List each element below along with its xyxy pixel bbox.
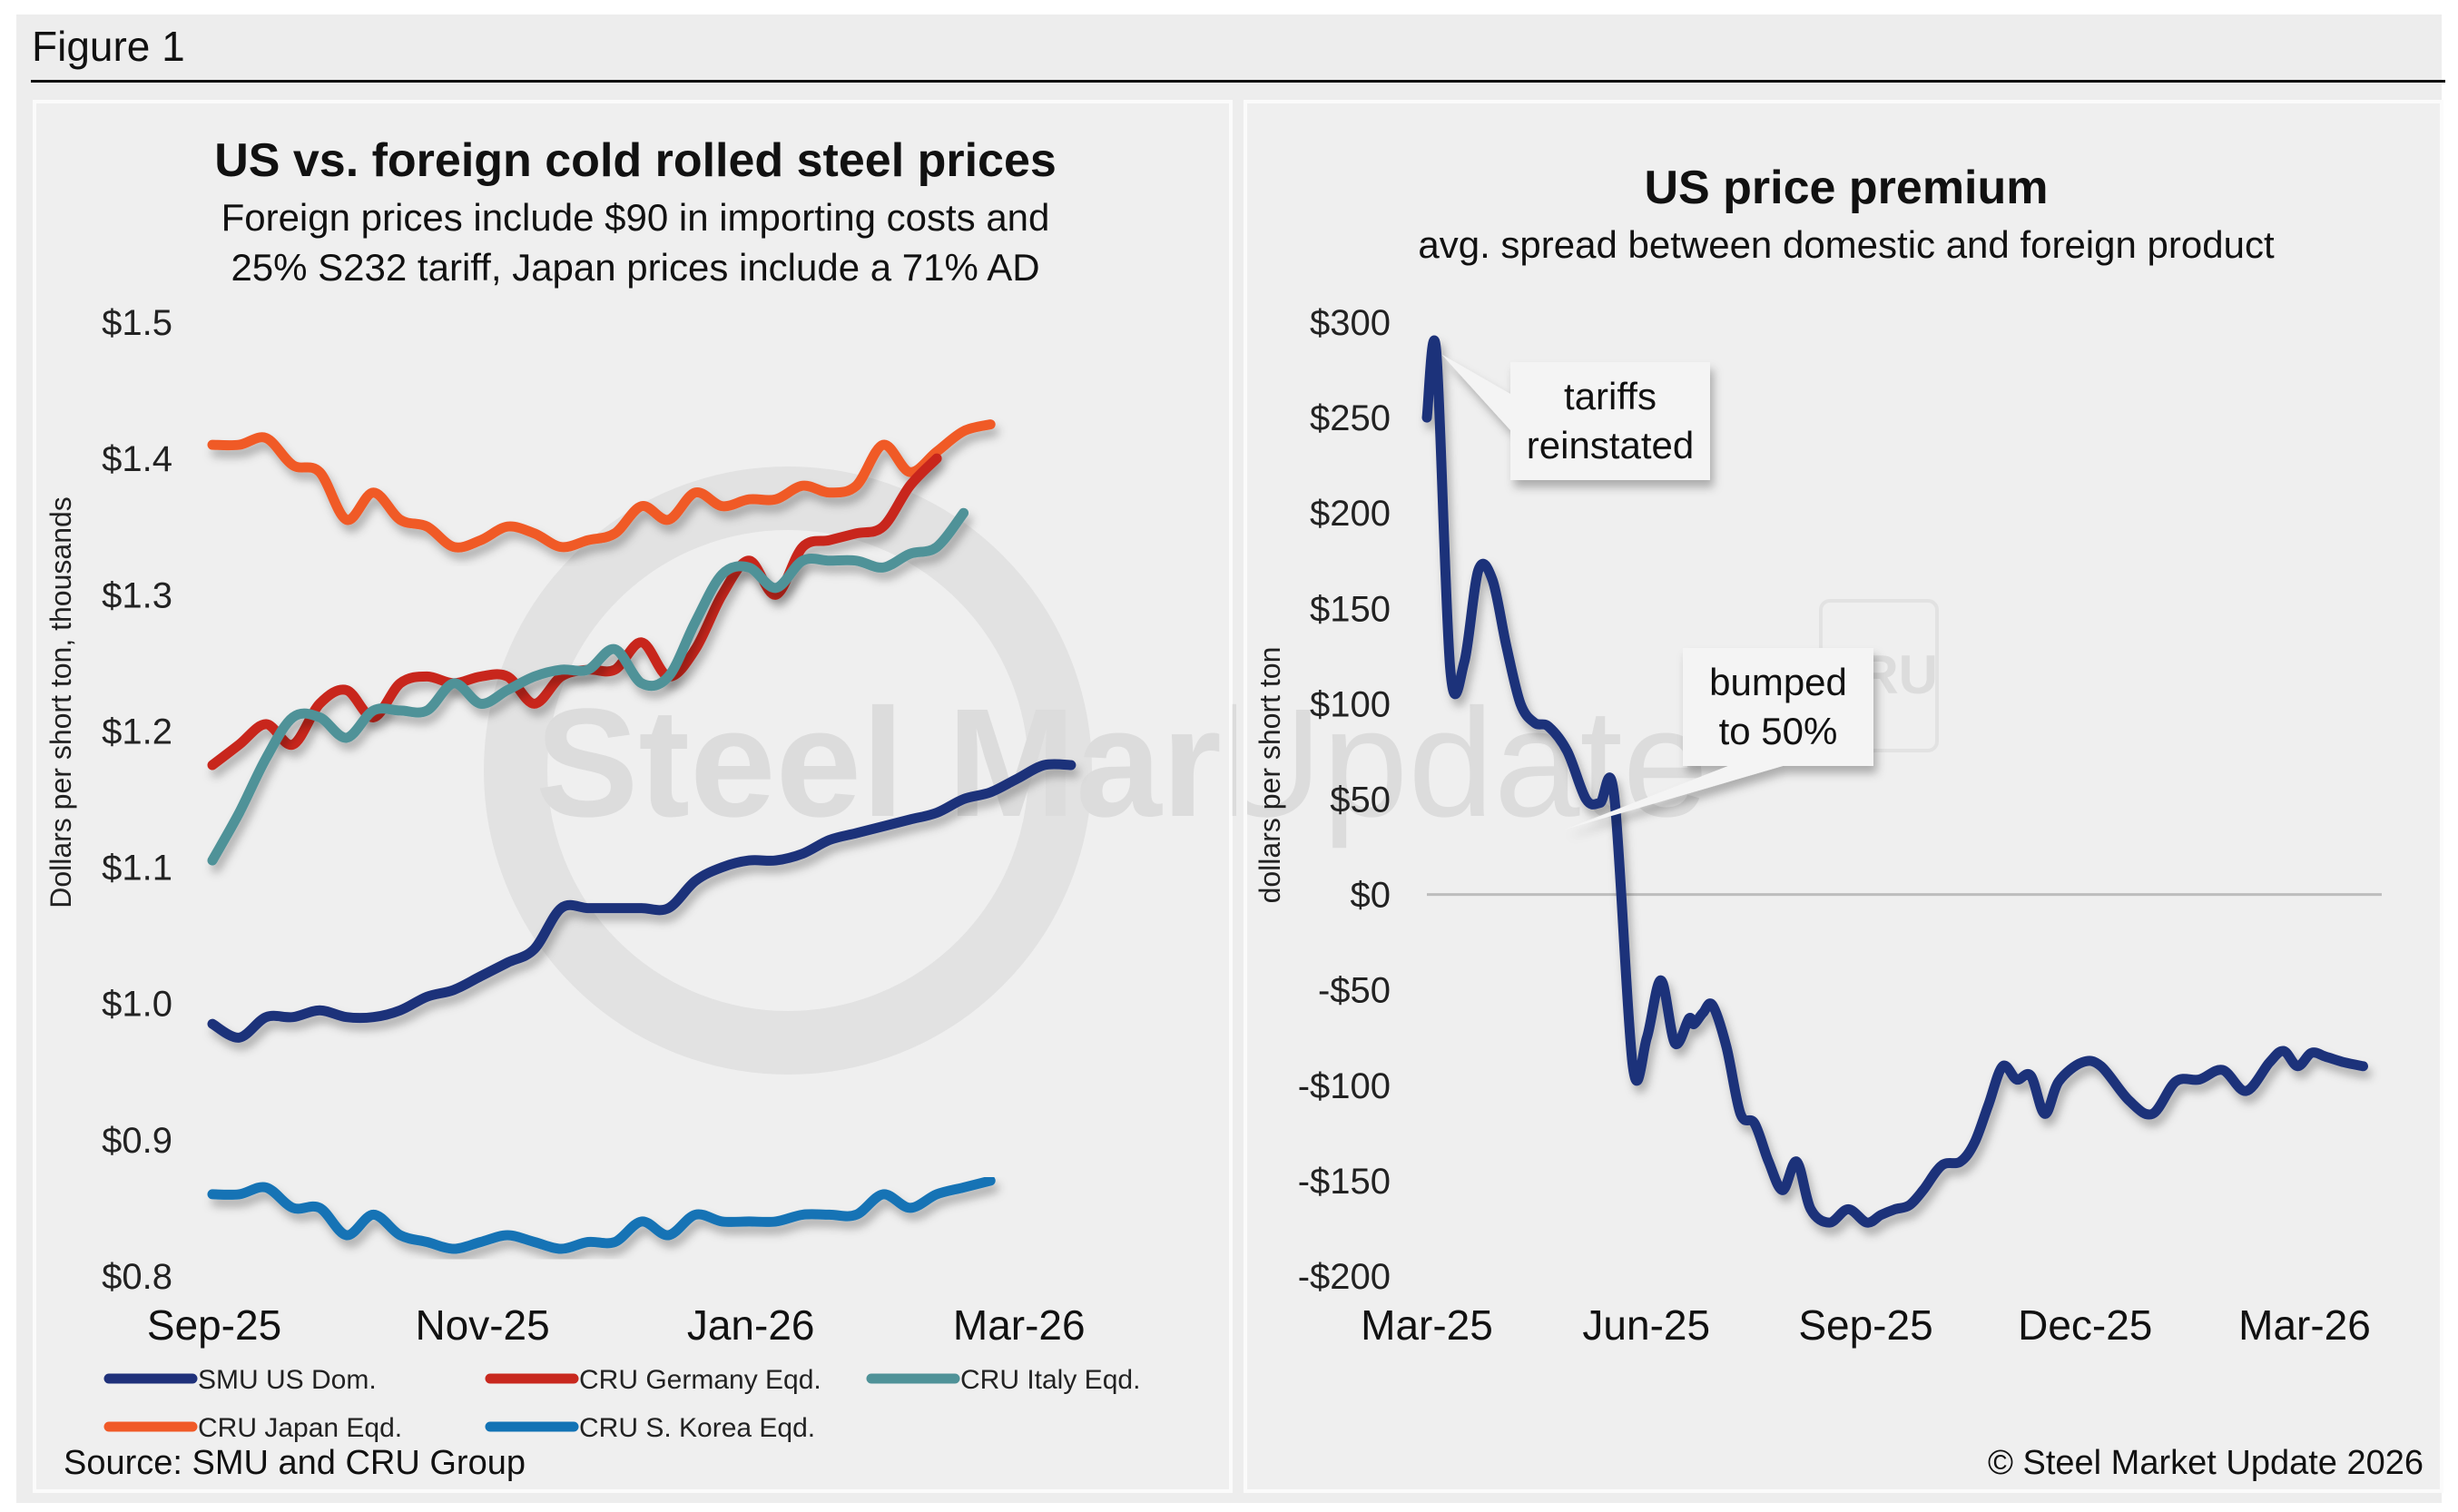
left-legend: SMU US Dom. CRU Germany Eqd. CRU Italy Eqd… <box>103 1365 1140 1443</box>
x-tick-label: Mar-26 <box>2238 1301 2371 1349</box>
right-y-axis-label: dollars per short ton <box>1254 647 1286 904</box>
left-chart-panel: Steel Market Update US vs. foreign cold … <box>33 100 1236 1493</box>
annotation-text: tariffs <box>1564 375 1657 417</box>
x-tick-label: Sep-25 <box>1798 1301 1932 1349</box>
annotation-text: to 50% <box>1719 710 1838 752</box>
y-tick-label: -$150 <box>1298 1162 1391 1202</box>
series-line-cru-italy-eqd <box>207 507 969 866</box>
source-note: Source: SMU and CRU Group <box>64 1444 526 1482</box>
y-tick-label: $0 <box>1351 876 1391 916</box>
right-y-ticks: $300 $250 $200 $150 $100 $50 $0 -$50 -$100 -$150 -… <box>1298 303 1391 1297</box>
legend-label: CRU S. Korea Eqd. <box>579 1413 815 1443</box>
y-tick-label: $1.0 <box>102 985 172 1025</box>
callout-box <box>1683 648 1873 766</box>
y-tick-label: $1.1 <box>102 849 172 889</box>
legend-item-cru-germany-eqd: CRU Germany Eqd. <box>485 1365 821 1395</box>
right-chart-subtitle: avg. spread between domestic and foreign… <box>1418 223 2275 266</box>
series-line-cru-japan-eqd <box>207 419 996 553</box>
callout-pointer <box>1565 766 1783 830</box>
y-tick-label: $300 <box>1310 303 1391 343</box>
callout-box <box>1510 362 1710 480</box>
y-tick-label: -$100 <box>1298 1066 1391 1106</box>
y-tick-label: $1.3 <box>102 575 172 615</box>
callout-pointer <box>1441 354 1510 430</box>
left-chart-subtitle-2: 25% S232 tariff, Japan prices include a … <box>231 246 1039 289</box>
y-tick-label: $1.5 <box>102 303 172 343</box>
series-line-us-price-premium <box>1421 335 2368 1228</box>
figure-rule <box>31 80 2445 83</box>
right-chart: Update CRU US price premium avg. spread … <box>1247 162 2424 1482</box>
x-tick-label: Mar-25 <box>1361 1301 1493 1349</box>
annotation-text: bumped <box>1709 661 1847 703</box>
y-tick-label: $200 <box>1310 494 1391 534</box>
left-y-axis-label: Dollars per short ton, thousands <box>44 496 77 908</box>
y-tick-label: $1.4 <box>102 439 172 479</box>
left-y-ticks: $1.5 $1.4 $1.3 $1.2 $1.1 $1.0 $0.9 $0.8 <box>102 303 172 1297</box>
legend-label: CRU Germany Eqd. <box>579 1365 821 1395</box>
right-annotations: tariffs reinstated bumped to 50% <box>1441 354 1873 830</box>
right-x-ticks: Mar-25 Jun-25 Sep-25 Dec-25 Mar-26 <box>1361 1301 2371 1349</box>
y-tick-label: $0.8 <box>102 1257 172 1297</box>
x-tick-label: Jan-26 <box>687 1301 815 1349</box>
y-tick-label: $1.2 <box>102 712 172 751</box>
legend-item-smu-us-dom: SMU US Dom. <box>103 1365 377 1395</box>
left-x-ticks: Sep-25 Nov-25 Jan-26 Mar-26 <box>147 1301 1086 1349</box>
legend-item-cru-japan-eqd: CRU Japan Eqd. <box>103 1413 402 1443</box>
y-tick-label: -$200 <box>1298 1257 1391 1297</box>
y-tick-label: $250 <box>1310 398 1391 438</box>
figure-label: Figure 1 <box>32 23 185 70</box>
y-tick-label: $150 <box>1310 589 1391 629</box>
y-tick-label: -$50 <box>1318 971 1391 1011</box>
annotation-text: reinstated <box>1527 424 1694 466</box>
y-tick-label: $50 <box>1330 781 1391 820</box>
left-series-lines <box>207 419 1077 1254</box>
right-series-lines <box>1421 335 2368 1228</box>
right-chart-title: US price premium <box>1644 162 2048 214</box>
watermark-text-right: Update <box>1247 677 1708 849</box>
y-tick-label: $0.9 <box>102 1121 172 1161</box>
series-line-smu-us-dom <box>207 759 1077 1043</box>
x-tick-label: Dec-25 <box>2018 1301 2152 1349</box>
watermark: Steel Market Update <box>484 466 1236 1075</box>
y-tick-label: $100 <box>1310 684 1391 724</box>
left-chart-subtitle-1: Foreign prices include $90 in importing … <box>221 196 1050 239</box>
legend-item-cru-s-korea-eqd: CRU S. Korea Eqd. <box>485 1413 815 1443</box>
x-tick-label: Mar-26 <box>953 1301 1086 1349</box>
legend-item-cru-italy-eqd: CRU Italy Eqd. <box>866 1365 1140 1395</box>
legend-label: CRU Japan Eqd. <box>198 1413 402 1443</box>
annotation-callout <box>1565 648 1873 830</box>
copyright-note: © Steel Market Update 2026 <box>1988 1444 2424 1482</box>
left-chart: Steel Market Update US vs. foreign cold … <box>44 134 1236 1482</box>
x-tick-label: Jun-25 <box>1582 1301 1710 1349</box>
x-tick-label: Nov-25 <box>415 1301 549 1349</box>
series-line-cru-s-korea-eqd <box>207 1175 996 1254</box>
right-chart-panel: Update CRU US price premium avg. spread … <box>1244 100 2443 1493</box>
legend-label: SMU US Dom. <box>198 1365 377 1395</box>
left-chart-title: US vs. foreign cold rolled steel prices <box>214 134 1057 187</box>
legend-label: CRU Italy Eqd. <box>960 1365 1140 1395</box>
x-tick-label: Sep-25 <box>147 1301 281 1349</box>
